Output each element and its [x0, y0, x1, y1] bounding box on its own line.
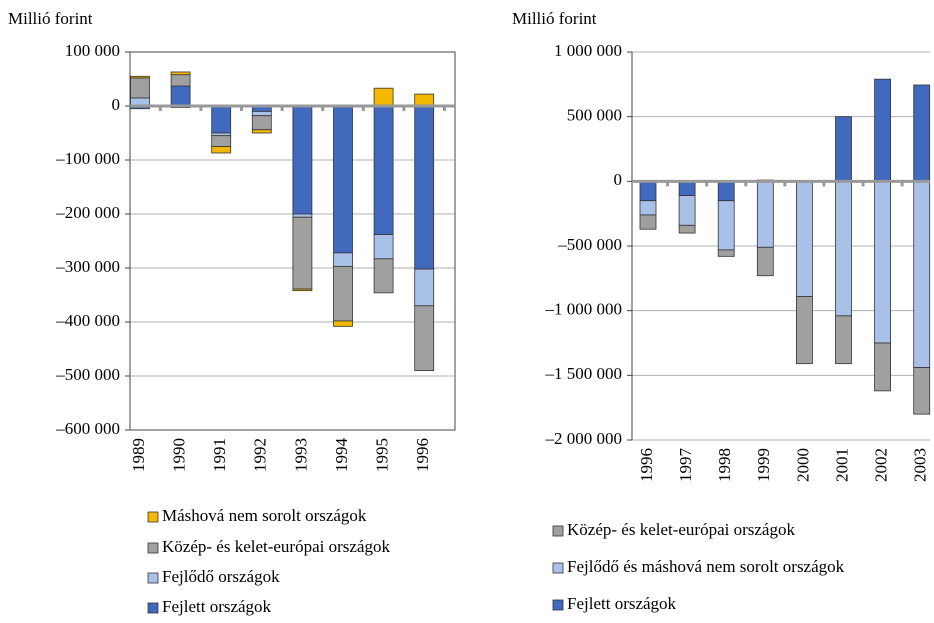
bar-segment [211, 135, 232, 147]
bar-segment [414, 268, 435, 307]
bar-segment [639, 214, 657, 230]
legend-label: Fejlődő országok [162, 567, 280, 586]
bar-segment [717, 200, 735, 251]
y-tick-label: –200 000 [55, 203, 120, 222]
bar-segment [678, 180, 696, 196]
y-tick-label: –500 000 [557, 235, 622, 254]
x-tick-label: 1996 [637, 448, 656, 482]
bar-segment [414, 93, 435, 107]
bar-segment [913, 367, 931, 415]
bar-segment [292, 105, 313, 215]
y-tick-label: 0 [112, 95, 121, 114]
x-tick-label: 1998 [715, 448, 734, 482]
x-tick-label: 1993 [291, 438, 310, 472]
bar-segment [130, 75, 150, 79]
bar-segment [756, 180, 774, 248]
bar-segment [874, 180, 891, 344]
bar-segment [251, 129, 272, 134]
bar-segment [292, 288, 313, 292]
legend-label: Közép- és kelet-európai országok [162, 537, 390, 556]
legend-swatch [147, 511, 159, 523]
x-tick-label: 2002 [872, 448, 891, 482]
bar-segment [678, 224, 696, 234]
y-tick-label: –1 000 000 [545, 300, 623, 319]
bar-segment [717, 180, 735, 202]
bar-segment [756, 246, 774, 277]
legend-swatch [147, 602, 159, 614]
bar-segment [717, 249, 735, 257]
x-tick-label: 1996 [413, 438, 432, 472]
x-tick-label: 1992 [251, 438, 270, 472]
bar-segment [639, 200, 657, 216]
bar-segment [333, 320, 353, 327]
y-tick-label: –500 000 [55, 365, 120, 384]
bar-segment [835, 315, 852, 365]
x-tick-label: 2003 [911, 448, 930, 482]
x-tick-label: 2000 [793, 448, 812, 482]
bar-segment [333, 252, 353, 267]
x-tick-label: 1994 [332, 438, 351, 473]
bar-segment [170, 71, 191, 76]
bar-segment [211, 146, 232, 154]
plot-frame [129, 51, 456, 431]
bar-segment [170, 85, 191, 107]
bar-segment [414, 105, 435, 270]
bar-segment [835, 180, 852, 317]
legend-label: Fejlett országok [162, 597, 272, 616]
bar-segment [414, 305, 435, 371]
legend-swatch [147, 542, 159, 554]
x-tick-label: 1999 [754, 448, 773, 482]
bar-segment [170, 74, 191, 87]
bar-segment [678, 195, 696, 226]
bar-segment [251, 115, 272, 131]
x-tick-label: 1989 [129, 438, 148, 472]
y-tick-label: 0 [614, 170, 623, 189]
y-tick-label: –100 000 [55, 149, 120, 168]
bar-segment [373, 105, 394, 235]
legend-swatch [552, 599, 564, 611]
y-tick-label: 1 000 000 [554, 41, 622, 60]
bar-segment [639, 180, 657, 202]
legend-swatch [552, 562, 564, 574]
y-tick-label: –300 000 [55, 257, 120, 276]
legend-label: Fejlett országok [567, 594, 677, 613]
legend-swatch [552, 525, 564, 537]
x-tick-label: 1991 [210, 438, 229, 472]
x-tick-label: 1997 [676, 448, 695, 483]
bar-segment [292, 216, 313, 290]
y-tick-label: 100 000 [65, 41, 120, 60]
legend-label: Fejlődő és máshová nem sorolt országok [567, 557, 845, 576]
bar-segment [796, 180, 813, 297]
x-tick-label: 1995 [373, 438, 392, 472]
bar-segment [333, 265, 353, 322]
legend-swatch [147, 572, 159, 584]
y-tick-label: –1 500 000 [545, 364, 623, 383]
bar-segment [292, 213, 313, 218]
y-tick-label: –2 000 000 [545, 429, 623, 448]
bar-segment [874, 78, 891, 182]
bar-segment [796, 296, 813, 365]
x-tick-label: 1990 [170, 438, 189, 472]
x-tick-label: 2001 [832, 448, 851, 482]
bar-segment [373, 87, 394, 107]
y-axis-label: Millió forint [512, 9, 597, 28]
bar-segment [130, 77, 150, 99]
legend-label: Közép- és kelet-európai országok [567, 520, 795, 539]
bar-segment [211, 132, 232, 137]
bar-segment [874, 342, 891, 392]
y-tick-label: –400 000 [55, 311, 120, 330]
y-tick-label: 500 000 [567, 106, 622, 125]
bar-segment [211, 105, 232, 134]
y-tick-label: –600 000 [55, 419, 120, 438]
bar-segment [251, 111, 272, 117]
legend-label: Máshová nem sorolt országok [162, 506, 367, 525]
bar-segment [835, 116, 852, 182]
bar-segment [373, 234, 394, 260]
bar-segment [913, 180, 931, 368]
bar-segment [373, 258, 394, 294]
y-axis-label: Millió forint [8, 9, 93, 28]
bar-segment [913, 84, 931, 182]
bar-segment [333, 105, 353, 254]
